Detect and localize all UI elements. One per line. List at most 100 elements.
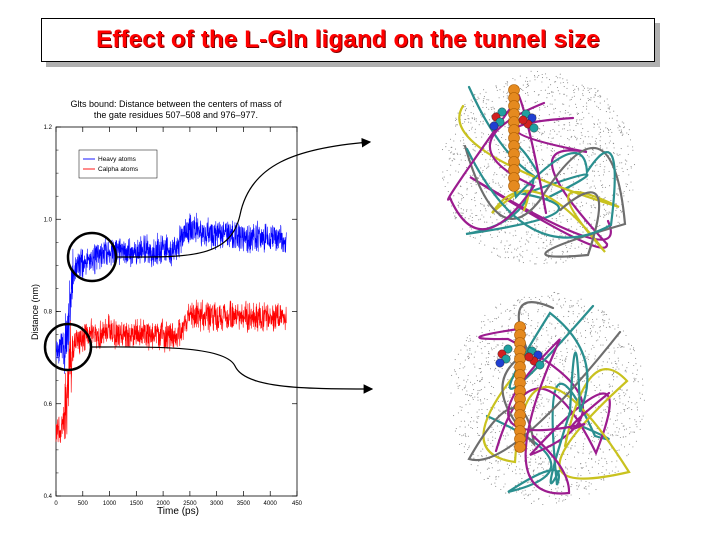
surface-dot — [613, 151, 615, 154]
surface-dot — [586, 357, 588, 359]
surface-dot — [588, 413, 590, 415]
surface-dot — [541, 77, 544, 79]
surface-dot — [470, 353, 472, 355]
surface-dot — [553, 494, 555, 496]
surface-dot — [579, 332, 581, 334]
surface-dot — [594, 355, 596, 357]
surface-dot — [507, 91, 509, 93]
surface-dot — [558, 498, 560, 500]
surface-dot — [497, 369, 499, 371]
surface-dot — [553, 291, 555, 294]
surface-dot — [508, 451, 510, 454]
surface-dot — [605, 469, 607, 471]
surface-dot — [599, 128, 602, 130]
ligand-atom — [535, 360, 545, 370]
surface-dot — [580, 467, 582, 469]
surface-dot — [602, 451, 604, 453]
surface-dot — [554, 435, 556, 437]
surface-dot — [549, 242, 551, 244]
surface-dot — [443, 179, 445, 181]
surface-dot — [498, 409, 500, 411]
surface-dot — [507, 190, 509, 193]
surface-dot — [570, 299, 572, 301]
surface-dot — [531, 332, 533, 334]
surface-dot — [562, 422, 564, 425]
surface-dot — [604, 320, 606, 322]
surface-dot — [488, 351, 490, 353]
surface-dot — [484, 386, 486, 388]
surface-dot — [526, 162, 528, 164]
surface-dot — [608, 472, 610, 474]
surface-dot — [505, 251, 507, 253]
surface-dot — [514, 248, 516, 250]
x-tick-label: 450 — [292, 501, 303, 507]
surface-dot — [589, 332, 591, 334]
surface-dot — [487, 356, 489, 359]
surface-dot — [460, 193, 462, 195]
surface-dot — [590, 143, 592, 145]
surface-dot — [549, 342, 551, 344]
surface-dot — [585, 423, 587, 425]
surface-dot — [533, 343, 536, 345]
surface-dot — [547, 378, 549, 380]
surface-dot — [554, 99, 556, 101]
surface-dot — [522, 89, 524, 92]
surface-dot — [488, 342, 490, 345]
surface-dot — [552, 298, 554, 300]
surface-dot — [466, 187, 468, 189]
surface-dot — [584, 330, 587, 332]
surface-dot — [531, 158, 533, 160]
surface-dot — [522, 250, 524, 253]
surface-dot — [559, 73, 561, 75]
surface-dot — [604, 458, 606, 460]
surface-dot — [594, 219, 596, 221]
surface-dot — [544, 106, 546, 108]
surface-dot — [519, 455, 522, 457]
surface-dot — [481, 456, 483, 458]
surface-dot — [604, 313, 606, 315]
surface-dot — [519, 473, 521, 475]
surface-dot — [509, 394, 511, 396]
surface-dot — [507, 247, 510, 250]
surface-dot — [479, 390, 481, 392]
surface-dot — [473, 453, 475, 455]
surface-dot — [503, 96, 505, 98]
surface-dot — [454, 148, 457, 150]
ribbon-strand — [458, 104, 620, 253]
surface-dot — [607, 129, 609, 131]
surface-dot — [565, 466, 567, 468]
surface-dot — [598, 396, 600, 398]
surface-dot — [465, 385, 467, 387]
surface-dot — [554, 335, 557, 338]
surface-dot — [570, 113, 572, 115]
surface-dot — [576, 228, 578, 230]
surface-dot — [593, 175, 596, 177]
surface-dot — [578, 313, 580, 315]
surface-dot — [617, 412, 619, 414]
surface-dot — [593, 436, 595, 438]
surface-dot — [583, 311, 585, 313]
x-tick-label: 1000 — [103, 501, 117, 507]
surface-dot — [451, 205, 453, 207]
surface-dot — [541, 414, 543, 416]
surface-dot — [632, 431, 634, 433]
surface-dot — [519, 302, 521, 304]
surface-dot — [496, 89, 498, 91]
surface-dot — [602, 186, 604, 188]
surface-dot — [510, 309, 512, 312]
surface-dot — [636, 406, 638, 408]
surface-dot — [609, 385, 611, 387]
surface-dot — [470, 228, 473, 230]
surface-dot — [475, 205, 477, 207]
surface-dot — [558, 116, 560, 118]
surface-dot — [601, 310, 603, 312]
surface-dot — [541, 149, 543, 151]
surface-dot — [522, 213, 524, 215]
surface-dot — [538, 75, 540, 77]
surface-dot — [570, 226, 572, 228]
surface-dot — [475, 192, 478, 194]
surface-dot — [473, 197, 476, 199]
surface-dot — [540, 458, 542, 460]
surface-dot — [467, 358, 470, 360]
surface-dot — [453, 158, 455, 160]
